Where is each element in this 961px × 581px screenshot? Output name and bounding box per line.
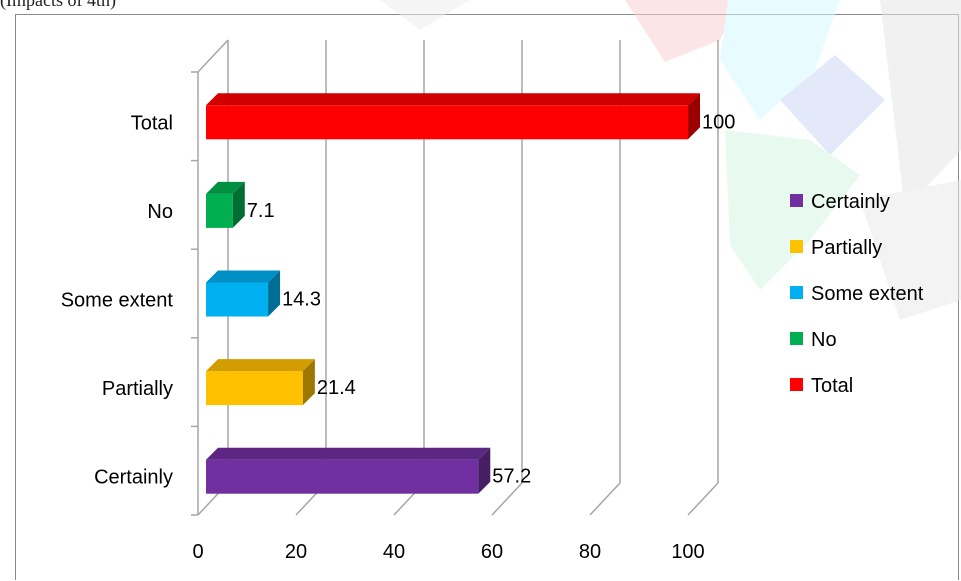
bar-side bbox=[302, 359, 315, 406]
category-label: No bbox=[147, 201, 173, 223]
data-label: 21.4 bbox=[317, 377, 356, 399]
legend-label: Certainly bbox=[811, 191, 890, 213]
x-tick-label: 40 bbox=[383, 541, 405, 563]
legend-swatch bbox=[790, 240, 803, 253]
legend-swatch bbox=[790, 378, 803, 391]
legend-label: Some extent bbox=[811, 283, 924, 305]
bar-front bbox=[206, 371, 303, 406]
watermark-blue-shape bbox=[780, 55, 885, 155]
watermark-green-shape bbox=[725, 130, 860, 290]
category-label: Partially bbox=[102, 378, 173, 400]
bar-top bbox=[206, 181, 245, 194]
x-tick-label: 0 bbox=[192, 541, 203, 563]
bar-top bbox=[206, 359, 315, 372]
chart-bars bbox=[206, 93, 700, 494]
data-label: 14.3 bbox=[282, 289, 321, 311]
watermark-cyan-shape bbox=[720, 0, 840, 120]
legend-label: No bbox=[811, 329, 837, 351]
bar-front bbox=[206, 193, 233, 228]
category-label: Total bbox=[131, 112, 173, 134]
legend-swatch bbox=[790, 332, 803, 345]
bar-side bbox=[232, 181, 245, 228]
bar-front bbox=[206, 105, 688, 140]
legend-swatch bbox=[790, 286, 803, 299]
data-label: 100 bbox=[702, 111, 735, 133]
floor-line bbox=[687, 482, 719, 516]
chart-axes bbox=[191, 39, 229, 516]
watermark-grey-leaf bbox=[380, 0, 470, 30]
category-label: Some extent bbox=[61, 290, 174, 312]
legend-swatch bbox=[790, 194, 803, 207]
bar-top bbox=[206, 447, 491, 460]
category-labels: Certainly Partially Some extent No Total bbox=[61, 112, 174, 488]
data-label: 7.1 bbox=[247, 200, 275, 222]
category-label: Certainly bbox=[94, 467, 173, 489]
chart-caption: (Impacts of 4th) bbox=[0, 0, 116, 10]
data-label: 57.2 bbox=[492, 466, 531, 488]
watermark-graphic bbox=[380, 0, 961, 320]
chart-legend: Certainly Partially Some extent No Total bbox=[790, 191, 924, 397]
bar-front bbox=[206, 282, 269, 317]
bar-side bbox=[688, 93, 700, 140]
watermark-grey-leaf bbox=[860, 180, 961, 320]
x-tick-labels: 0 20 40 60 80 100 bbox=[192, 541, 704, 563]
watermark-grey-leaf bbox=[880, 0, 961, 210]
bar-top bbox=[206, 270, 281, 283]
x-tick-label: 20 bbox=[285, 541, 307, 563]
x-tick-label: 100 bbox=[671, 541, 704, 563]
bar-top bbox=[206, 93, 700, 106]
bar-side bbox=[478, 447, 491, 494]
floor-line bbox=[589, 482, 621, 516]
x-tick-label: 80 bbox=[579, 541, 601, 563]
legend-label: Total bbox=[811, 375, 853, 397]
legend-label: Partially bbox=[811, 237, 882, 259]
bar-front bbox=[206, 459, 479, 494]
data-labels: 57.2 21.4 14.3 7.1 100 bbox=[247, 111, 736, 487]
x-tick-label: 60 bbox=[481, 541, 503, 563]
floor-line bbox=[491, 482, 523, 516]
watermark-pink-shape bbox=[625, 0, 740, 62]
bar-side bbox=[268, 270, 281, 317]
wall-edge bbox=[197, 39, 229, 73]
